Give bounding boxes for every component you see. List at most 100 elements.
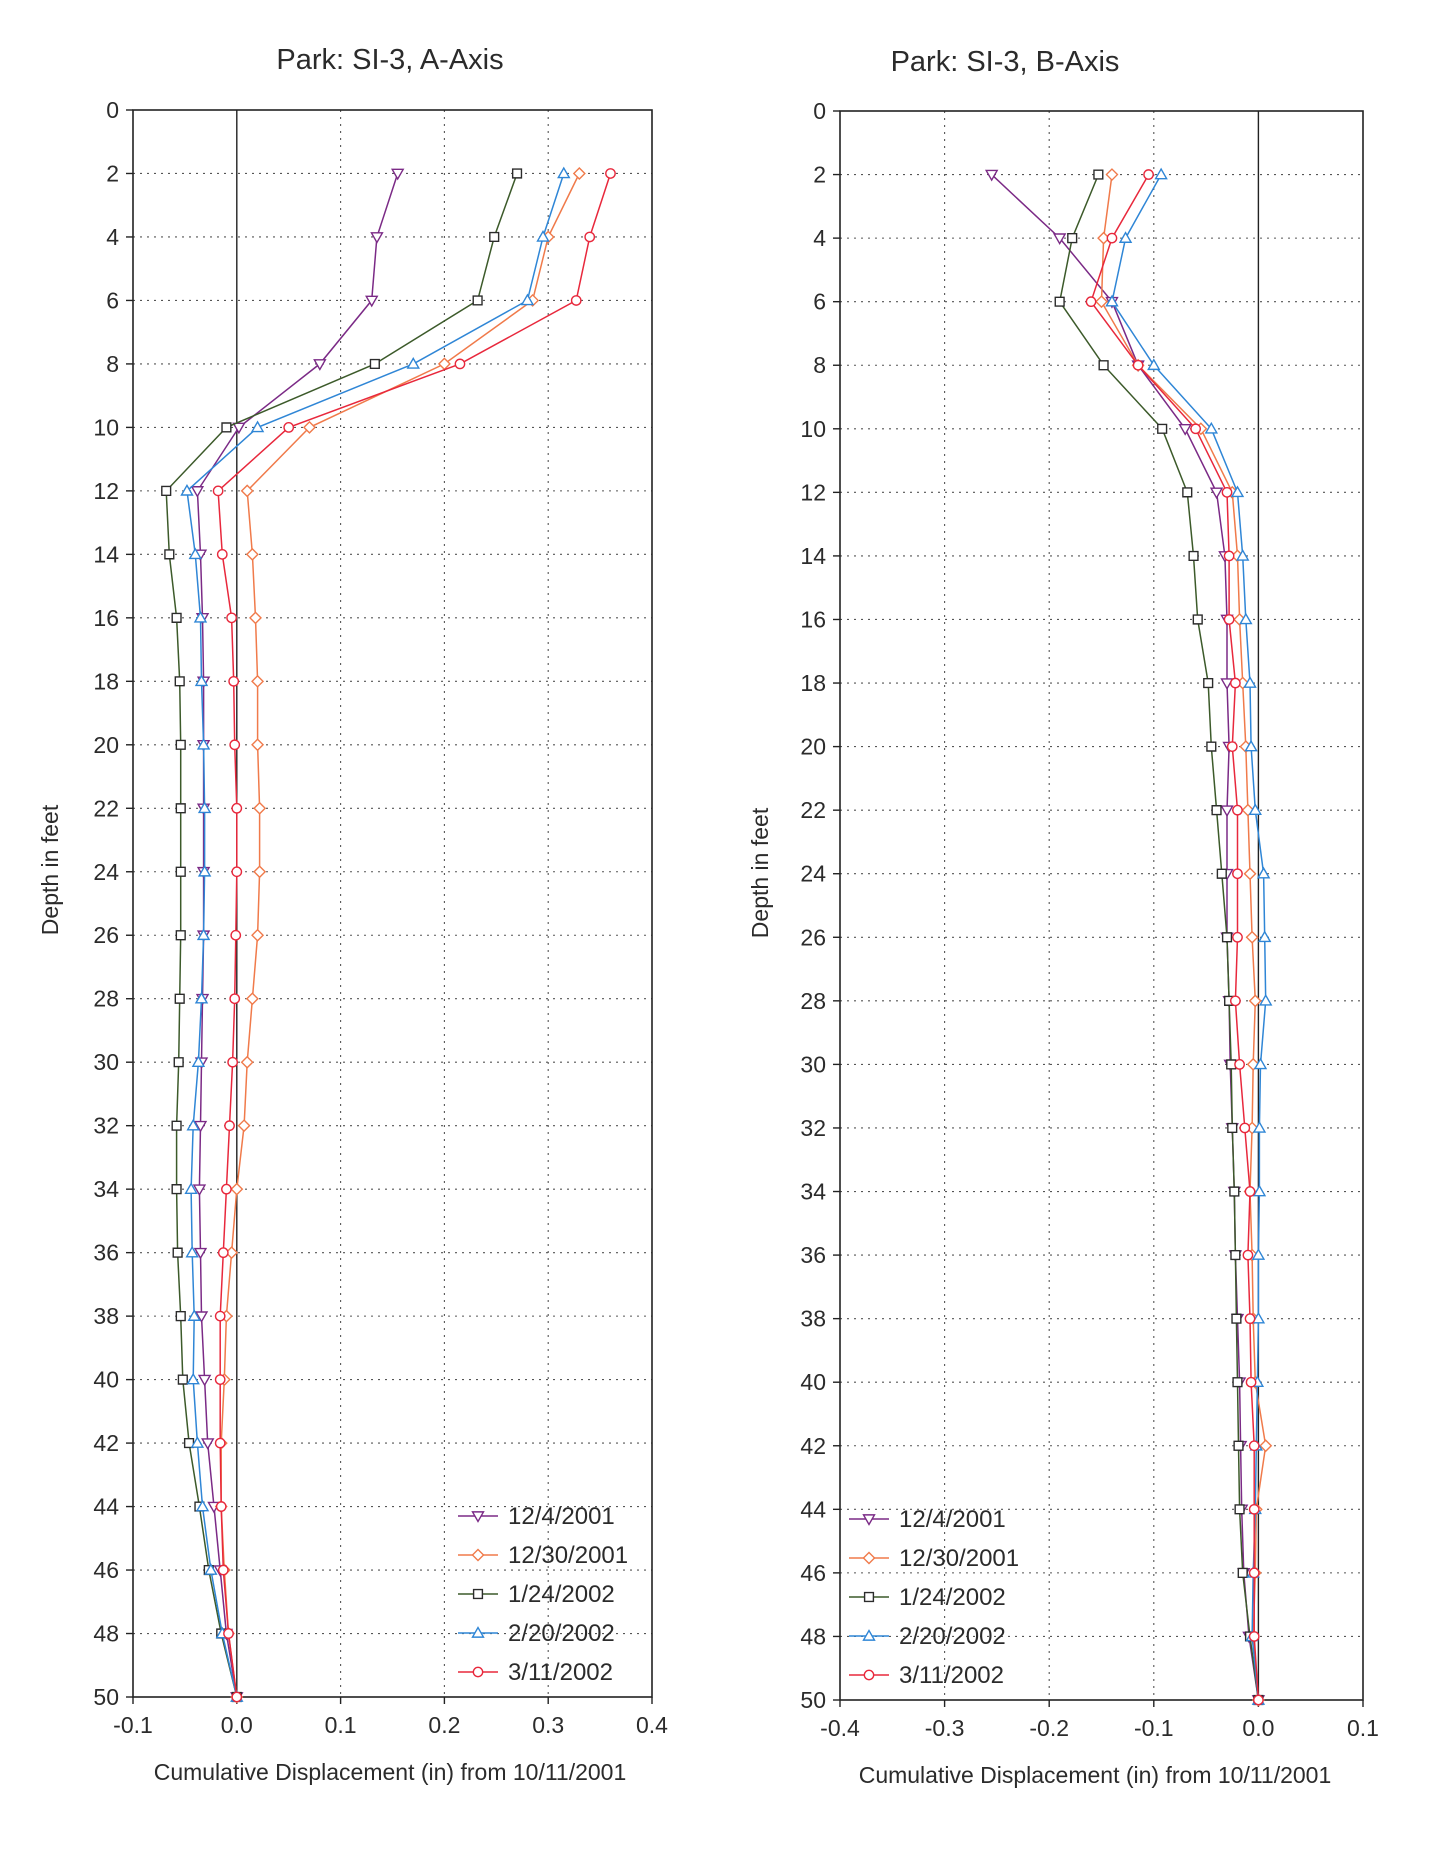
chart-b-legend-label: 2/20/2002 (899, 1623, 1006, 1650)
chart-a-legend-label: 12/30/2001 (508, 1542, 628, 1569)
chart-a-data-point (251, 674, 265, 688)
chart-a-legend-marker (472, 1588, 484, 1600)
chart-b-data-point (1223, 550, 1235, 562)
chart-a-data-point (283, 422, 295, 433)
chart-b-data-point (1204, 421, 1219, 434)
chart-a-data-point (196, 737, 211, 750)
chart-a-legend-item: 2/20/2002 (458, 1620, 615, 1647)
chart-a-y-tick-label: 32 (93, 1113, 119, 1139)
chart-b-legend-item: 3/11/2002 (849, 1662, 1004, 1689)
chart-a-data-point (201, 1438, 215, 1450)
chart-a-data-point (248, 611, 262, 625)
chart-b-data-point (1253, 1057, 1268, 1070)
chart-a-data-point (177, 1374, 188, 1385)
chart-a-data-point (245, 547, 259, 561)
chart-b-legend-item: 2/20/2002 (849, 1623, 1006, 1650)
chart-b-legend-marker (863, 1669, 875, 1681)
chart-b-data-point (1245, 930, 1259, 944)
chart-b-data-point (1233, 1440, 1244, 1451)
chart-b-y-axis-label: Depth in feet (747, 807, 773, 938)
chart-a-data-point (173, 1057, 184, 1068)
chart-a-series-line (186, 173, 565, 1698)
chart-b-x-tick-label: 0.1 (1347, 1715, 1379, 1741)
chart-b-data-point (1231, 1313, 1242, 1324)
chart-a-data-point (227, 1056, 239, 1068)
chart-a-y-tick-label: 46 (93, 1557, 119, 1583)
chart-a-data-point (454, 358, 466, 370)
chart-b-axis: Park: SI-3, B-Axis 024681012141618202224… (747, 46, 1379, 1788)
chart-b-y-tick-label: 14 (800, 543, 826, 569)
chart-b-data-point (1248, 994, 1262, 1008)
chart-a-series (161, 166, 616, 1704)
chart-a-data-point (175, 1311, 186, 1322)
chart-a-y-tick-label: 6 (106, 287, 119, 313)
chart-a-data-point (194, 1311, 209, 1324)
chart-b-series-4 (1085, 169, 1264, 1706)
chart-a-data-point (216, 548, 228, 560)
chart-a-data-point (187, 1309, 201, 1321)
chart-a-data-point (520, 293, 535, 306)
chart-b-data-point (1253, 1694, 1264, 1706)
chart-a-data-point (171, 1120, 182, 1131)
chart-b-data-point (1251, 1311, 1266, 1324)
chart-b-y-tick-label: 18 (800, 670, 826, 696)
chart-b-y-tick-label: 40 (800, 1369, 826, 1395)
chart-a-data-point (193, 610, 208, 623)
chart-b-y-tick-label: 34 (800, 1179, 826, 1205)
chart-b-y-tick-label: 10 (800, 416, 826, 442)
chart-a-data-point (180, 483, 194, 496)
chart-a-data-point (230, 1182, 244, 1196)
chart-a-data-point (313, 359, 327, 371)
chart-b-y-tick-label: 26 (800, 924, 826, 950)
chart-a-legend-marker (471, 1511, 485, 1523)
chart-a-data-point (204, 1563, 218, 1575)
chart-b-data-point (1244, 1186, 1256, 1197)
chart-b-data-point (1085, 296, 1097, 308)
chart-b-data-point (1245, 1376, 1257, 1388)
chart-b-data-point (1256, 866, 1271, 879)
chart-b-data-point (1252, 1184, 1267, 1197)
chart-b-data-point (1232, 1377, 1243, 1388)
chart-a-data-point (214, 1310, 226, 1322)
chart-b-data-point (1221, 486, 1233, 498)
chart-a-legend-label: 12/4/2001 (508, 1503, 615, 1530)
chart-a-data-point (175, 739, 186, 750)
chart-a-data-point (245, 992, 259, 1006)
chart-b-y-tick-label: 24 (800, 861, 826, 887)
chart-a-y-tick-label: 26 (93, 922, 119, 948)
chart-a-data-point (164, 549, 175, 560)
chart-a-y-tick-label: 50 (93, 1684, 119, 1710)
chart-a-data-point (188, 547, 202, 560)
chart-b-grid (840, 111, 1363, 1700)
chart-a-y-tick-label: 16 (93, 605, 119, 631)
chart-a-data-point (194, 674, 209, 687)
chart-b-x-tick-label: -0.3 (925, 1715, 965, 1741)
chart-a-data-point (240, 1055, 254, 1069)
chart-b-data-point (1232, 804, 1243, 816)
chart-b-legend-label: 12/4/2001 (899, 1506, 1006, 1533)
chart-a-x-ticks: -0.1 0.0 0.1 0.2 0.3 0.4 (113, 1697, 668, 1738)
chart-b-data-point (1234, 1059, 1245, 1070)
chart-a-data-point (557, 166, 571, 179)
chart-a-x-axis-label: Cumulative Displacement (in) from 10/11/… (154, 1759, 627, 1785)
chart-b-x-tick-label: 0.0 (1242, 1715, 1274, 1741)
chart-a-data-point (221, 1183, 232, 1195)
chart-a-data-point (572, 166, 586, 180)
chart-b-y-tick-label: 8 (813, 352, 826, 378)
chart-b-data-point (1251, 1248, 1266, 1260)
chart-b-data-point (1206, 741, 1217, 752)
chart-a-data-point (370, 232, 384, 244)
chart-a-data-point (193, 1247, 208, 1260)
chart-a-legend-item: 3/11/2002 (458, 1659, 613, 1686)
chart-b-legend-marker (863, 1591, 875, 1603)
chart-a-x-tick-label: -0.1 (113, 1712, 153, 1738)
chart-a-legend-item: 12/30/2001 (458, 1542, 628, 1569)
chart-b-y-tick-label: 48 (800, 1623, 826, 1649)
chart-b-data-point (1227, 1122, 1238, 1134)
chart-b-data-point (1232, 868, 1243, 880)
chart-a-data-point (172, 1247, 183, 1258)
chart-b-data-point (1157, 423, 1168, 434)
chart-b-data-point (1098, 360, 1109, 371)
chart-a-data-point (197, 864, 212, 877)
